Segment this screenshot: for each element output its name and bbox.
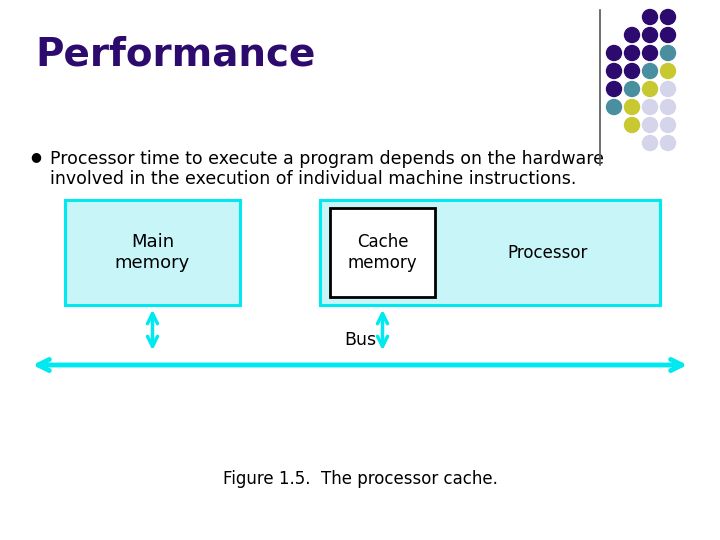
Circle shape xyxy=(660,99,675,114)
Circle shape xyxy=(642,82,657,97)
Circle shape xyxy=(624,99,639,114)
Circle shape xyxy=(660,28,675,43)
Circle shape xyxy=(660,118,675,132)
Circle shape xyxy=(660,136,675,151)
Circle shape xyxy=(660,82,675,97)
Bar xyxy=(65,200,240,305)
Circle shape xyxy=(624,82,639,97)
Circle shape xyxy=(624,45,639,60)
Circle shape xyxy=(624,28,639,43)
Text: Bus: Bus xyxy=(344,331,376,349)
Text: Main
memory: Main memory xyxy=(115,233,190,272)
Text: Processor: Processor xyxy=(508,244,588,261)
Text: Processor time to execute a program depends on the hardware: Processor time to execute a program depe… xyxy=(50,150,604,168)
Circle shape xyxy=(642,28,657,43)
Circle shape xyxy=(660,10,675,24)
Bar xyxy=(320,200,660,305)
Circle shape xyxy=(606,64,621,78)
Text: Figure 1.5.  The processor cache.: Figure 1.5. The processor cache. xyxy=(222,470,498,488)
Circle shape xyxy=(660,64,675,78)
Text: Cache
memory: Cache memory xyxy=(348,233,418,272)
Circle shape xyxy=(642,136,657,151)
Text: Performance: Performance xyxy=(35,35,315,73)
Circle shape xyxy=(642,118,657,132)
Circle shape xyxy=(624,118,639,132)
Text: ●: ● xyxy=(30,150,41,163)
Text: involved in the execution of individual machine instructions.: involved in the execution of individual … xyxy=(50,170,577,188)
Bar xyxy=(330,208,435,297)
Circle shape xyxy=(660,45,675,60)
Circle shape xyxy=(606,45,621,60)
Circle shape xyxy=(606,99,621,114)
Circle shape xyxy=(642,64,657,78)
Circle shape xyxy=(624,64,639,78)
Circle shape xyxy=(642,99,657,114)
Circle shape xyxy=(606,82,621,97)
Circle shape xyxy=(642,45,657,60)
Circle shape xyxy=(642,10,657,24)
